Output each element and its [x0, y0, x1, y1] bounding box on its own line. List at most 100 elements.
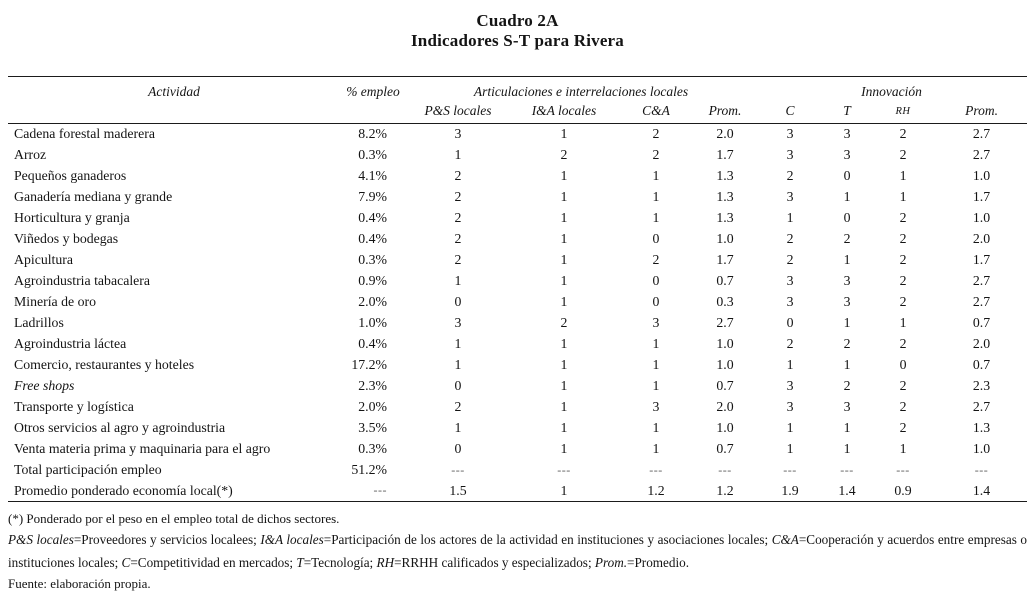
value-cell: 1 — [899, 189, 907, 204]
col-header-ca: C&A — [642, 103, 670, 119]
table-row: Apicultura 0.3% 2 1 2 1.7 2 1 2 1.7 — [8, 250, 1027, 271]
value-cell: 1 — [560, 231, 568, 246]
activity-cell: Minería de oro — [14, 294, 96, 309]
value-cell: 0 — [652, 273, 660, 288]
value-cell: 2 — [454, 231, 462, 246]
empleo-cell: 2.0% — [358, 294, 387, 309]
value-cell: --- — [451, 462, 465, 477]
table-row: Ladrillos 1.0% 3 2 3 2.7 0 1 1 0.7 — [8, 313, 1027, 334]
value-cell: 2.0 — [972, 336, 991, 351]
value-cell: 2 — [560, 315, 568, 330]
caption-number: Cuadro 2A — [476, 11, 559, 30]
value-cell: 1 — [843, 441, 851, 456]
indicators-table: Actividad % empleo Articulaciones e inte… — [8, 76, 1028, 502]
value-cell: 0.7 — [716, 441, 734, 456]
value-cell: 1.4 — [972, 482, 991, 498]
value-cell: 0 — [652, 294, 660, 309]
header-spacer — [8, 103, 340, 124]
table-row: Viñedos y bodegas 0.4% 2 1 0 1.0 2 2 2 2.0 — [8, 229, 1027, 250]
value-cell: 2 — [652, 147, 660, 162]
col-header-c: C — [785, 103, 795, 119]
empleo-cell: --- — [373, 483, 387, 498]
value-cell: 1 — [843, 189, 851, 204]
empleo-cell: 0.3% — [358, 441, 387, 456]
value-cell: 1 — [560, 126, 568, 142]
activity-cell: Ladrillos — [14, 315, 64, 330]
value-cell: 1 — [652, 378, 660, 393]
value-cell: --- — [718, 462, 732, 477]
value-cell: 2.7 — [716, 315, 734, 330]
value-cell: 2.0 — [972, 231, 991, 246]
value-cell: 1 — [560, 294, 568, 309]
activity-cell: Apicultura — [14, 252, 74, 267]
legend-segment: =Participación de los actores de la acti… — [323, 532, 772, 547]
caption-title: Indicadores S-T para Rivera — [410, 31, 625, 50]
table-row: Promedio ponderado economía local(*) --- 1… — [8, 481, 1027, 502]
value-cell: 1 — [899, 168, 907, 183]
value-cell: 0.7 — [716, 273, 734, 288]
value-cell: 0 — [454, 378, 462, 393]
value-cell: 2 — [454, 399, 462, 414]
value-cell: 1.7 — [716, 252, 734, 267]
value-cell: 1 — [786, 441, 794, 456]
col-header-prom-innovacion: Prom. — [965, 103, 998, 119]
value-cell: 3 — [454, 126, 462, 142]
value-cell: 2 — [843, 231, 851, 246]
value-cell: --- — [783, 462, 797, 477]
activity-cell: Comercio, restaurantes y hoteles — [14, 357, 195, 372]
legend-segment: =RRHH calificados y especializados; — [394, 554, 595, 570]
value-cell: 1 — [652, 168, 660, 183]
value-cell: 1 — [899, 441, 907, 456]
value-cell: 2 — [454, 189, 462, 204]
activity-cell: Cadena forestal maderera — [14, 126, 155, 142]
col-header-ia-locales: I&A locales — [531, 103, 597, 119]
activity-cell: Arroz — [14, 147, 47, 162]
col-header-rh: RH — [895, 105, 911, 117]
value-cell: 0 — [652, 231, 660, 246]
source-note: Fuente: elaboración propia. — [8, 576, 151, 591]
value-cell: 0 — [786, 315, 794, 330]
value-cell: 3 — [786, 126, 794, 142]
table-row: Free shops 2.3% 0 1 1 0.7 3 2 2 2.3 — [8, 376, 1027, 397]
table-row: Ganadería mediana y grande 7.9% 2 1 1 1.3 3 1 1 1… — [8, 187, 1027, 208]
value-cell: 1.0 — [716, 420, 734, 435]
col-header-prom-articulaciones: Prom. — [708, 103, 742, 119]
footnote-weighting: (*) Ponderado por el peso en el empleo t… — [8, 511, 340, 526]
value-cell: 1.3 — [716, 210, 734, 225]
legend-segment: RH — [376, 554, 395, 570]
value-cell: 1 — [786, 210, 794, 225]
value-cell: 1 — [652, 336, 660, 351]
value-cell: 1 — [454, 273, 462, 288]
value-cell: 3 — [786, 378, 794, 393]
value-cell: 2.7 — [972, 147, 991, 162]
value-cell: 3 — [454, 315, 462, 330]
value-cell: 1.3 — [972, 420, 991, 435]
col-header-empleo: % empleo — [346, 83, 400, 99]
value-cell: --- — [896, 462, 910, 477]
table-row: Transporte y logística 2.0% 2 1 3 2.0 3 3 2 2.7 — [8, 397, 1027, 418]
value-cell: 1 — [560, 420, 568, 435]
header-subcol-row: P&S locales I&A locales C&A Prom. C T RH… — [8, 103, 1027, 124]
value-cell: 2 — [454, 210, 462, 225]
value-cell: 0.7 — [716, 378, 734, 393]
col-group-innovacion: Innovación — [861, 83, 922, 99]
value-cell: 1.3 — [716, 168, 734, 183]
value-cell: 2.7 — [972, 126, 991, 142]
value-cell: 2.7 — [972, 399, 991, 414]
value-cell: 0 — [843, 168, 851, 183]
table-row: Horticultura y granja 0.4% 2 1 1 1.3 1 0 2 1.0 — [8, 208, 1027, 229]
legend: P&S locales=Proveedores y servicios loca… — [8, 529, 1027, 574]
activity-cell: Viñedos y bodegas — [14, 231, 119, 246]
empleo-cell: 0.3% — [358, 252, 387, 267]
value-cell: 1.5 — [449, 482, 467, 498]
value-cell: 1.0 — [716, 231, 734, 246]
col-header-t: T — [843, 103, 851, 119]
value-cell: 3 — [786, 273, 794, 288]
empleo-cell: 0.4% — [358, 336, 387, 351]
value-cell: 1 — [786, 420, 794, 435]
value-cell: 3 — [786, 399, 794, 414]
value-cell: --- — [840, 462, 854, 477]
value-cell: 3 — [786, 189, 794, 204]
value-cell: 1 — [652, 210, 660, 225]
value-cell: --- — [557, 462, 571, 477]
